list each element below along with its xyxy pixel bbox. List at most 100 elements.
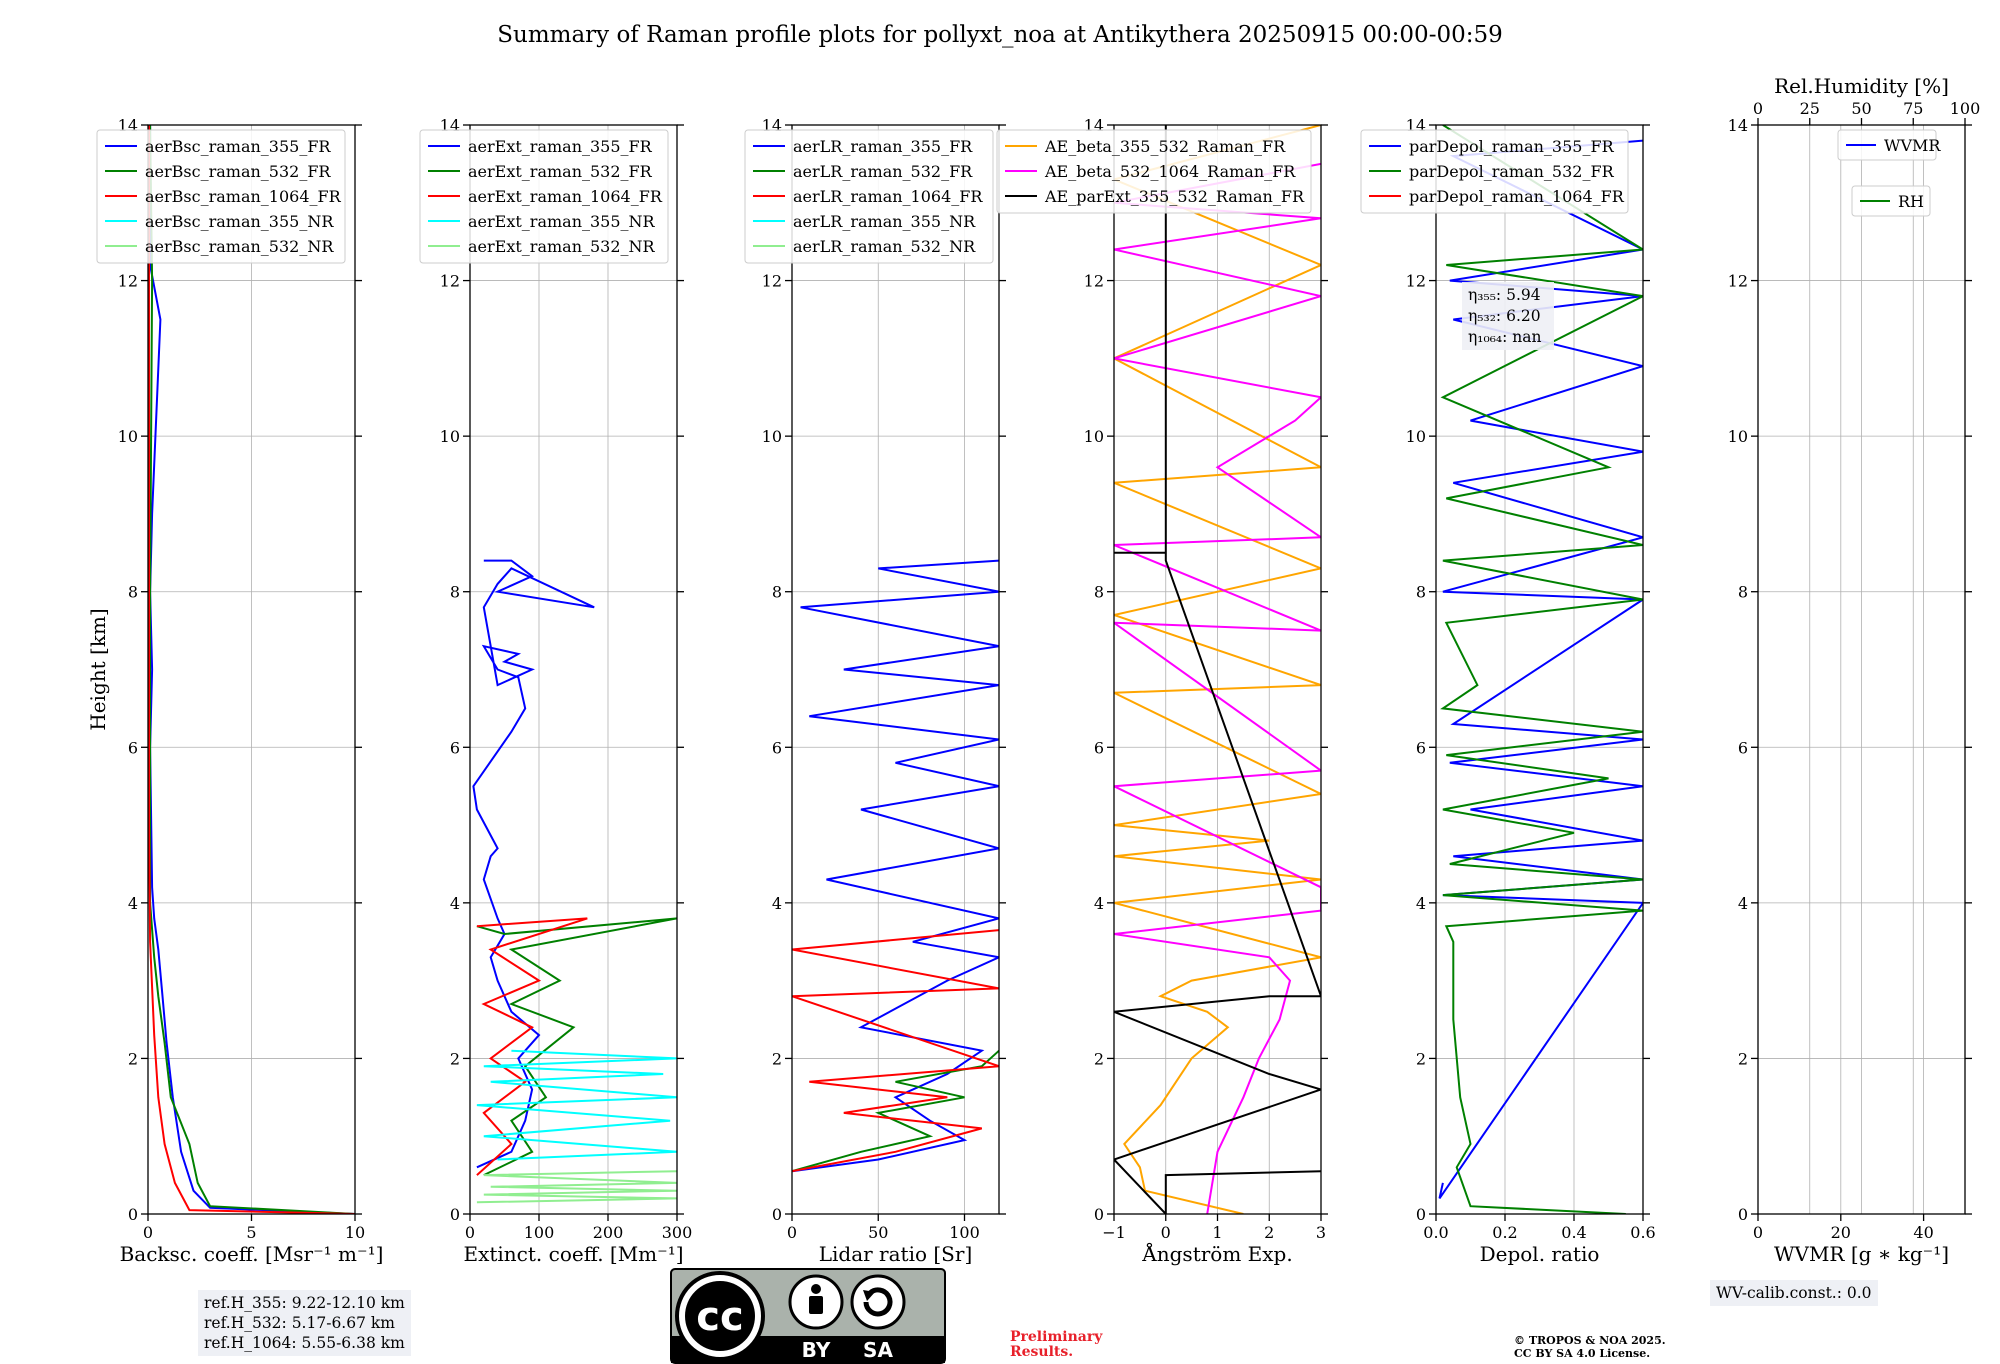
y-tick-label: 10 [1728, 427, 1748, 446]
y-tick-label: 10 [440, 427, 460, 446]
rh-tick-label: 75 [1903, 99, 1923, 118]
wv-calib-box: WV-calib.const.: 0.0 [1710, 1280, 1878, 1306]
x-tick-label: 0.6 [1630, 1223, 1655, 1242]
x-tick-label: 300 [662, 1223, 693, 1242]
series-line-aerBsc_raman_532_FR [149, 125, 355, 1214]
y-tick-label: 0 [1416, 1205, 1426, 1224]
series-line-aerExt_raman_1064_FR [476, 917, 588, 1176]
x-tick-label: 100 [949, 1223, 980, 1242]
y-tick-label: 8 [128, 583, 138, 602]
x-tick-label: 0.4 [1561, 1223, 1586, 1242]
x-tick-label: 100 [524, 1223, 555, 1242]
wv-calib-const: WV-calib.const.: 0.0 [1716, 1284, 1872, 1302]
reference-height-box: ref.H_355: 9.22-12.10 km ref.H_532: 5.17… [198, 1290, 411, 1356]
y-tick-label: 4 [1094, 894, 1104, 913]
y-tick-label: 4 [1416, 894, 1426, 913]
y-tick-label: 0 [128, 1205, 138, 1224]
cc-logo-text: cc [696, 1294, 743, 1340]
x-tick-label: 40 [1913, 1223, 1933, 1242]
x-axis-label: Depol. ratio [1480, 1242, 1600, 1266]
sa-label: SA [863, 1338, 893, 1362]
x-axis-label: WVMR [g ∗ kg⁻¹] [1774, 1242, 1949, 1266]
y-tick-label: 2 [1094, 1049, 1104, 1068]
legend-label: RH [1898, 192, 1924, 211]
y-axis-label: Height [km] [86, 608, 110, 730]
legend-label: parDepol_raman_355_FR [1409, 137, 1615, 156]
rh-tick-label: 50 [1851, 99, 1871, 118]
figure-title: Summary of Raman profile plots for polly… [497, 22, 1503, 48]
y-tick-label: 2 [128, 1049, 138, 1068]
preliminary-line-1: Preliminary [1010, 1329, 1103, 1345]
legend-label: aerBsc_raman_355_FR [145, 137, 331, 156]
y-tick-label: 6 [1416, 738, 1426, 757]
x-tick-label: −1 [1102, 1223, 1126, 1242]
copyright-line-2: CC BY SA 4.0 License. [1514, 1347, 1651, 1360]
legend-box [96, 129, 346, 264]
y-tick-label: 10 [118, 427, 138, 446]
legend-label: aerBsc_raman_532_FR [145, 162, 331, 181]
series-line-aerExt_raman_355_NR [476, 1049, 677, 1161]
legend-label: aerBsc_raman_355_NR [145, 212, 334, 231]
x-tick-label: 0 [787, 1223, 797, 1242]
eta-box [1462, 282, 1554, 350]
x-tick-label: 200 [593, 1223, 624, 1242]
x-tick-label: 50 [868, 1223, 888, 1242]
y-tick-label: 10 [1406, 427, 1426, 446]
x-tick-label: 0 [1753, 1223, 1763, 1242]
legend-label: aerLR_raman_355_NR [793, 212, 976, 231]
ref-height-1064: ref.H_1064: 5.55-6.38 km [204, 1334, 405, 1352]
x-axis-label: Ångström Exp. [1141, 1241, 1292, 1266]
y-tick-label: 4 [128, 894, 138, 913]
y-tick-label: 2 [772, 1049, 782, 1068]
series-line-aerBsc_raman_1064_FR [148, 125, 355, 1214]
plot-frame [469, 124, 678, 1215]
series-line-aerExt_raman_532_NR [476, 1170, 677, 1204]
legend-box [996, 129, 1312, 214]
x-tick-label: 0 [465, 1223, 475, 1242]
y-tick-label: 12 [118, 272, 138, 291]
cc-by-sa-badge: cc BY SA [670, 1268, 946, 1364]
y-tick-label: 12 [1406, 272, 1426, 291]
x-axis-label: Lidar ratio [Sr] [819, 1242, 973, 1266]
legend-label: parDepol_raman_532_FR [1409, 162, 1615, 181]
x-tick-label: 0.0 [1423, 1223, 1448, 1242]
legend-label: aerLR_raman_532_NR [793, 237, 976, 256]
y-tick-label: 12 [1084, 272, 1104, 291]
y-tick-label: 4 [1738, 894, 1748, 913]
y-tick-label: 4 [450, 894, 460, 913]
y-tick-label: 12 [762, 272, 782, 291]
legend-label: aerExt_raman_532_FR [468, 162, 653, 181]
y-tick-label: 8 [1416, 583, 1426, 602]
y-tick-label: 12 [1728, 272, 1748, 291]
x-tick-label: 0 [1161, 1223, 1171, 1242]
series-line-aerLR_raman_355_FR [792, 559, 999, 1173]
plot-frame [1435, 124, 1644, 1215]
x-axis-label: Extinct. coeff. [Mm⁻¹] [463, 1242, 683, 1266]
legend-label: AE_beta_355_532_Raman_FR [1044, 137, 1286, 156]
y-tick-label: 4 [772, 894, 782, 913]
x-tick-label: 20 [1831, 1223, 1851, 1242]
x-tick-label: 0 [143, 1223, 153, 1242]
legend-box [419, 129, 669, 264]
rh-tick-label: 0 [1753, 99, 1763, 118]
y-tick-label: 6 [1738, 738, 1748, 757]
y-tick-label: 2 [1416, 1049, 1426, 1068]
legend-label: aerExt_raman_532_NR [468, 237, 656, 256]
preliminary-results-note: Preliminary Results. [1010, 1330, 1102, 1360]
series-line-aerBsc_raman_355_FR [149, 125, 355, 1214]
legend-label: aerLR_raman_355_FR [793, 137, 973, 156]
y-tick-label: 0 [1094, 1205, 1104, 1224]
by-label: BY [802, 1338, 831, 1362]
legend-label: AE_parExt_355_532_Raman_FR [1044, 187, 1305, 206]
legend-label: parDepol_raman_1064_FR [1409, 187, 1625, 206]
y-tick-label: 6 [772, 738, 782, 757]
y-tick-label: 14 [1728, 116, 1748, 135]
legend-box [1360, 129, 1629, 214]
legend-label: aerLR_raman_1064_FR [793, 187, 983, 206]
copyright-note: © TROPOS & NOA 2025. CC BY SA 4.0 Licens… [1514, 1334, 1666, 1360]
